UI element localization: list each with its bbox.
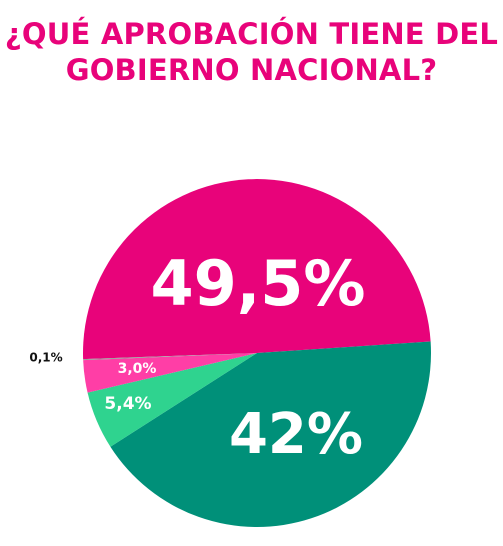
data-label-slice-3: 5,4% (104, 394, 151, 414)
pie-slice-slice-4 (83, 353, 258, 393)
data-label-slice-5: 0,1% (29, 351, 62, 365)
chart-title-line-2: GOBIERNO NACIONAL? (65, 53, 438, 87)
pie-slice-desaprueba (110, 341, 432, 528)
pie-slice-aprueba (83, 179, 431, 360)
pie-slice-slice-5 (83, 353, 257, 361)
data-label-desaprueba: 42% (229, 402, 363, 467)
chart-title: ¿QUÉ APROBACIÓN TIENE DEL GOBIERNO NACIO… (0, 16, 503, 88)
chart-title-line-1: ¿QUÉ APROBACIÓN TIENE DEL (4, 17, 499, 51)
pie-slice-slice-3 (87, 353, 257, 447)
data-label-aprueba: 49,5% (150, 247, 365, 320)
data-label-slice-4: 3,0% (118, 361, 157, 377)
